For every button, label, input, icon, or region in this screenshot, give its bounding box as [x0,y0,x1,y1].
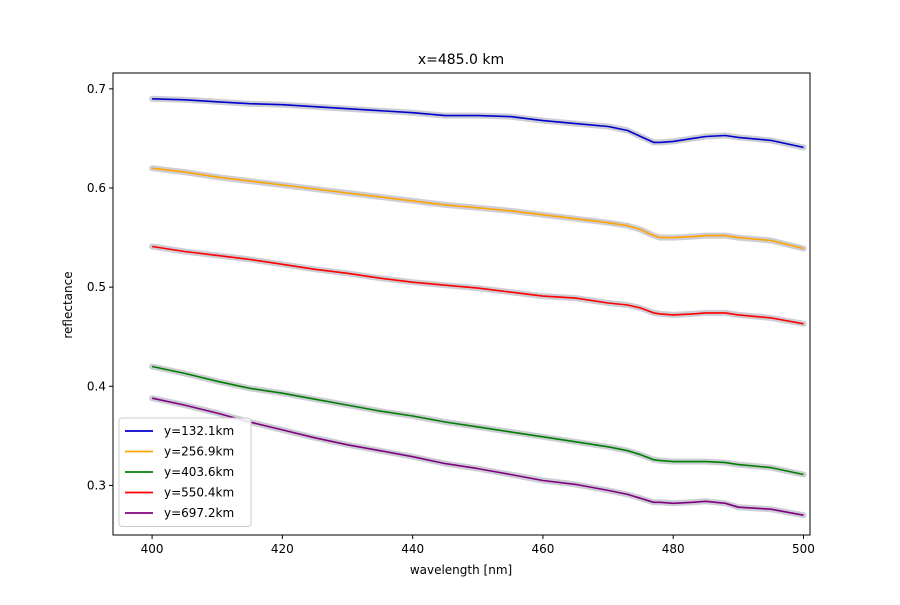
y-tick-label: 0.4 [87,379,106,393]
y-axis-label: reflectance [61,271,75,338]
x-axis-label: wavelength [nm] [410,563,512,577]
legend-label-2: y=256.9km [164,445,234,459]
series-line-5 [151,397,804,516]
plot-frame [112,72,811,536]
axes: 400 420 440 460 480 500 0.3 0.4 0.5 0.6 0.7 [87,72,815,556]
uncertainty-band-1 [149,95,807,151]
x-tick-label: 480 [662,542,685,556]
x-tick-label: 460 [531,542,554,556]
x-tick-label: 400 [141,542,164,556]
y-tick-label: 0.5 [87,280,106,294]
legend-label-3: y=403.6km [164,465,234,479]
y-tick-label: 0.7 [87,82,106,96]
x-tick-label: 420 [271,542,294,556]
series-line-3 [151,365,804,476]
series-line-4 [151,245,804,325]
series-lines [151,98,804,516]
legend-box [118,417,252,527]
legend-label-1: y=132.1km [164,424,234,438]
series-line-2 [152,167,804,250]
y-tick-label: 0.3 [87,478,106,492]
legend-label-5: y=697.2km [164,506,234,520]
series-line-1 [152,98,804,149]
chart-title: x=485.0 km [418,52,504,68]
legend: y=132.1km y=256.9km y=403.6km y=550.4km y=69… [118,417,252,527]
legend-label-4: y=550.4km [164,486,234,500]
y-tick-label: 0.6 [87,181,106,195]
x-tick-label: 440 [401,542,424,556]
x-tick-label: 500 [792,542,815,556]
